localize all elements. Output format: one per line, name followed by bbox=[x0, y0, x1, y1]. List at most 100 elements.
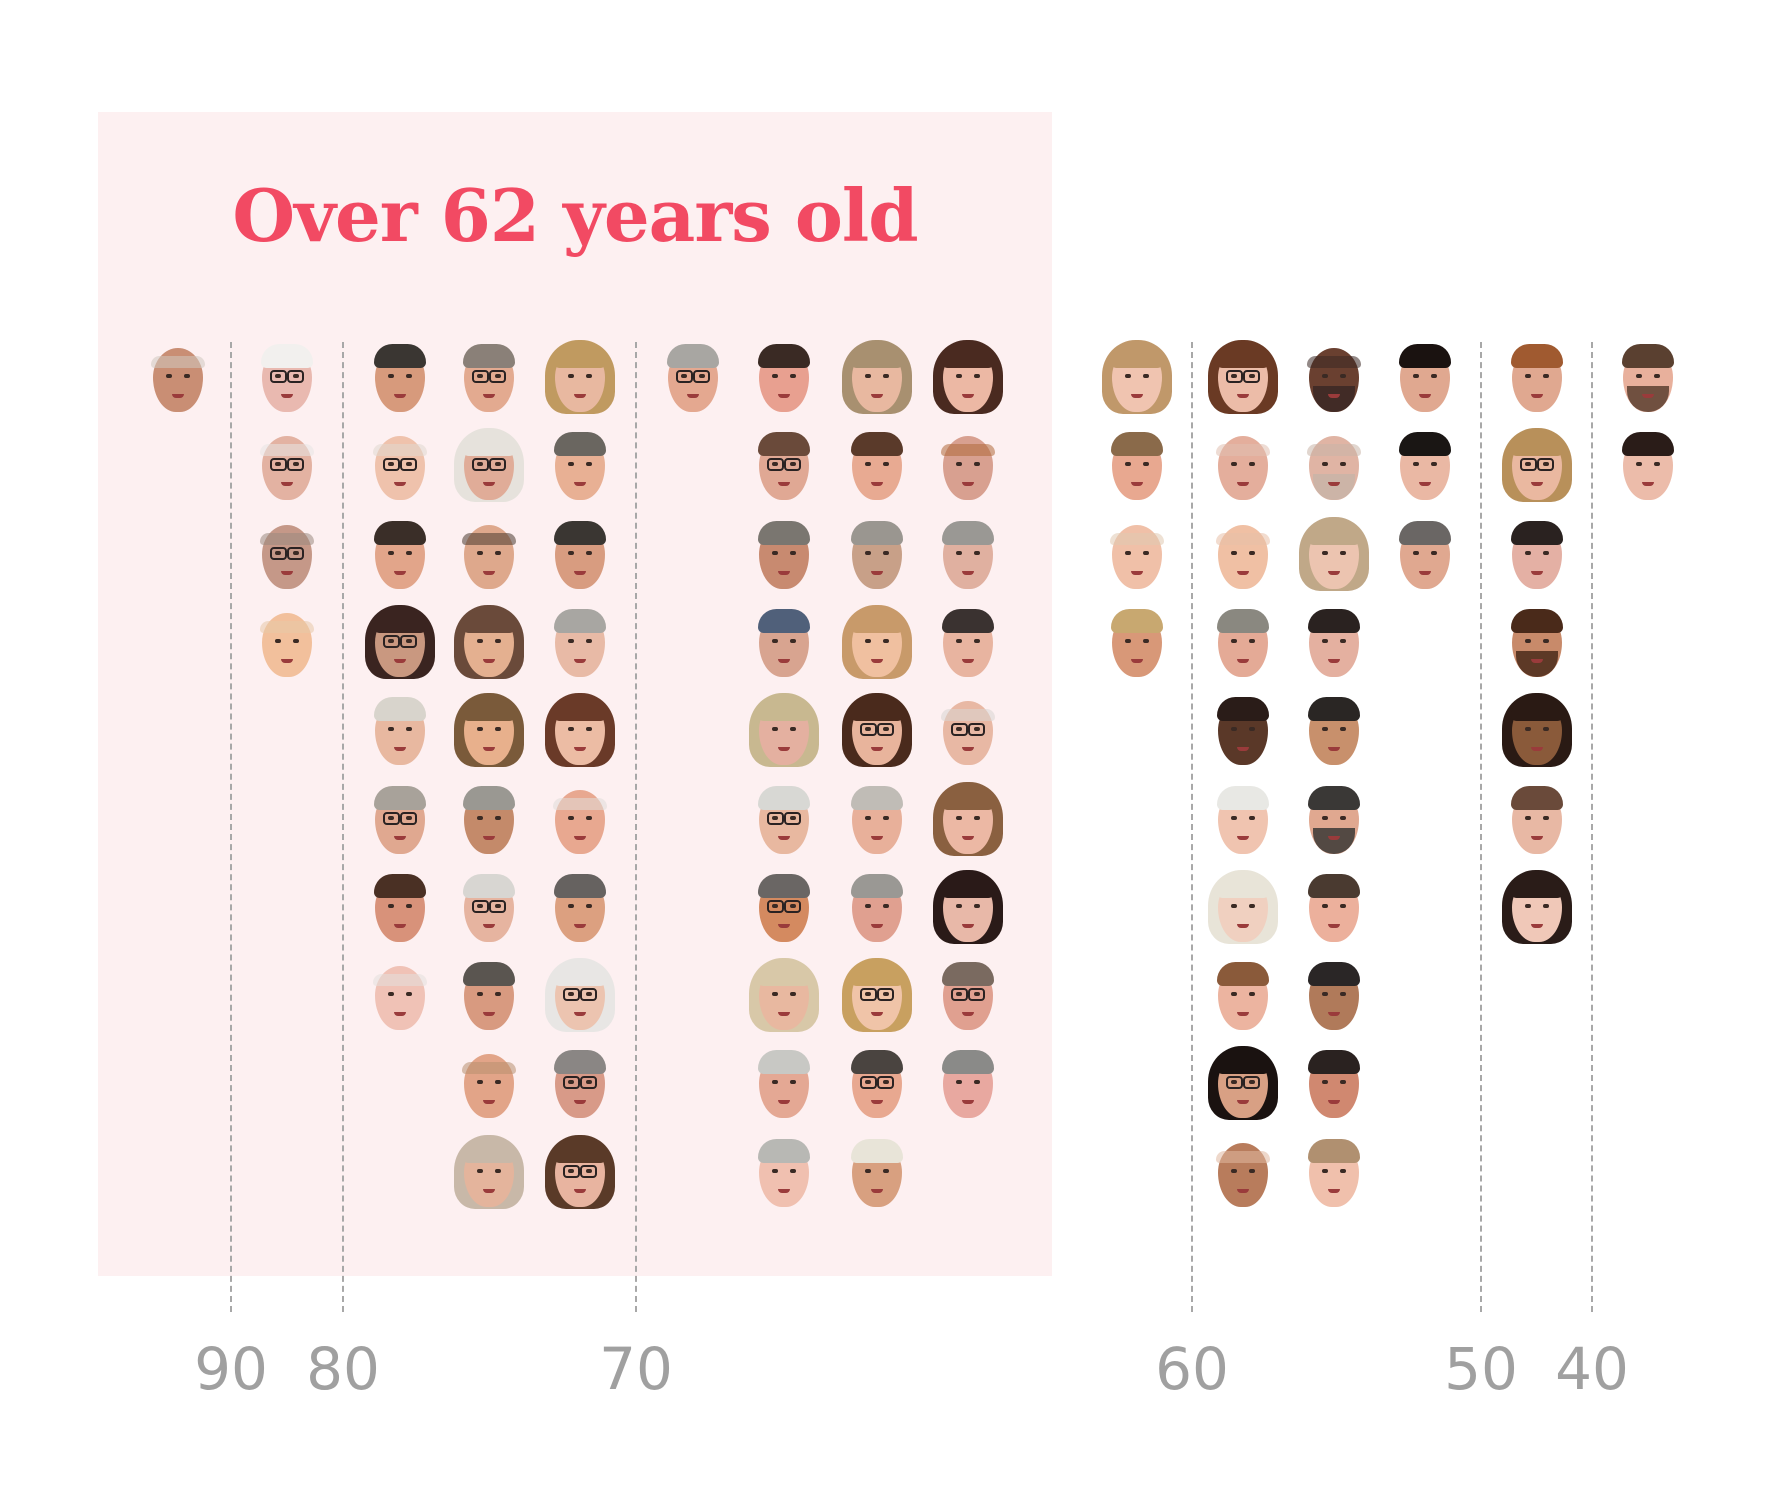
senator-face-icon bbox=[1208, 870, 1278, 944]
senator-face-icon bbox=[371, 960, 429, 1032]
senator-face-icon bbox=[848, 1137, 906, 1209]
senator-face-icon bbox=[933, 340, 1003, 414]
senator-face-icon bbox=[755, 519, 813, 591]
senator-face-icon bbox=[1508, 607, 1566, 679]
senator-face-icon bbox=[848, 872, 906, 944]
senator-face-icon bbox=[371, 872, 429, 944]
tick-label-60: 60 bbox=[1155, 1335, 1229, 1403]
senator-face-icon bbox=[1305, 1048, 1363, 1120]
senator-face-icon bbox=[1619, 430, 1677, 502]
senator-face-icon bbox=[454, 605, 524, 679]
senator-face-icon bbox=[848, 784, 906, 856]
senator-face-icon bbox=[848, 1048, 906, 1120]
senator-face-icon bbox=[460, 960, 518, 1032]
senator-face-icon bbox=[1305, 960, 1363, 1032]
senator-face-icon bbox=[1305, 342, 1363, 414]
senator-face-icon bbox=[454, 693, 524, 767]
senator-face-icon bbox=[1396, 430, 1454, 502]
senator-face-icon bbox=[842, 605, 912, 679]
senator-face-icon bbox=[939, 519, 997, 591]
gridline-70 bbox=[635, 342, 637, 1312]
senator-face-icon bbox=[551, 872, 609, 944]
senator-face-icon bbox=[460, 1048, 518, 1120]
tick-label-70: 70 bbox=[599, 1335, 673, 1403]
senator-face-icon bbox=[749, 693, 819, 767]
senator-face-icon bbox=[1305, 695, 1363, 767]
senator-face-icon bbox=[755, 872, 813, 944]
senator-face-icon bbox=[755, 342, 813, 414]
senator-face-icon bbox=[371, 519, 429, 591]
senator-face-icon bbox=[551, 607, 609, 679]
senator-face-icon bbox=[1305, 430, 1363, 502]
senator-face-icon bbox=[939, 695, 997, 767]
senator-face-icon bbox=[842, 693, 912, 767]
senator-face-icon bbox=[939, 430, 997, 502]
senator-face-icon bbox=[1299, 517, 1369, 591]
senator-face-icon bbox=[755, 607, 813, 679]
senator-face-icon bbox=[1108, 430, 1166, 502]
senator-face-icon bbox=[551, 430, 609, 502]
senator-face-icon bbox=[460, 342, 518, 414]
gridline-50 bbox=[1480, 342, 1482, 1312]
senator-face-icon bbox=[551, 519, 609, 591]
gridline-40 bbox=[1591, 342, 1593, 1312]
senator-face-icon bbox=[545, 693, 615, 767]
senator-face-icon bbox=[1305, 607, 1363, 679]
senator-face-icon bbox=[551, 784, 609, 856]
senator-face-icon bbox=[258, 430, 316, 502]
senator-face-icon bbox=[365, 605, 435, 679]
gridline-80 bbox=[342, 342, 344, 1312]
senator-face-icon bbox=[1214, 1137, 1272, 1209]
senator-face-icon bbox=[1108, 519, 1166, 591]
senator-face-icon bbox=[258, 607, 316, 679]
senator-face-icon bbox=[258, 519, 316, 591]
senator-face-icon bbox=[664, 342, 722, 414]
senator-face-icon bbox=[1508, 784, 1566, 856]
senator-face-icon bbox=[149, 342, 207, 414]
chart-title: Over 62 years old bbox=[232, 173, 918, 258]
senator-face-icon bbox=[371, 695, 429, 767]
senator-face-icon bbox=[545, 1135, 615, 1209]
senator-face-icon bbox=[1396, 342, 1454, 414]
senator-face-icon bbox=[371, 342, 429, 414]
senator-face-icon bbox=[755, 1048, 813, 1120]
senator-face-icon bbox=[1305, 1137, 1363, 1209]
senator-face-icon bbox=[460, 784, 518, 856]
senator-face-icon bbox=[1508, 342, 1566, 414]
senator-face-icon bbox=[1214, 695, 1272, 767]
senator-face-icon bbox=[933, 870, 1003, 944]
senator-face-icon bbox=[1108, 607, 1166, 679]
senator-face-icon bbox=[460, 872, 518, 944]
senator-face-icon bbox=[545, 958, 615, 1032]
senator-face-icon bbox=[551, 1048, 609, 1120]
senator-face-icon bbox=[1214, 784, 1272, 856]
senator-face-icon bbox=[848, 519, 906, 591]
senator-face-icon bbox=[755, 784, 813, 856]
senator-face-icon bbox=[1619, 342, 1677, 414]
senator-face-icon bbox=[755, 430, 813, 502]
senator-face-icon bbox=[1502, 428, 1572, 502]
senator-face-icon bbox=[1305, 872, 1363, 944]
tick-label-80: 80 bbox=[306, 1335, 380, 1403]
senator-face-icon bbox=[1214, 960, 1272, 1032]
senator-face-icon bbox=[1502, 693, 1572, 767]
senator-face-icon bbox=[371, 784, 429, 856]
senator-face-icon bbox=[460, 519, 518, 591]
senator-face-icon bbox=[749, 958, 819, 1032]
tick-label-40: 40 bbox=[1555, 1335, 1629, 1403]
senator-face-icon bbox=[1214, 519, 1272, 591]
senator-face-icon bbox=[454, 1135, 524, 1209]
senator-face-icon bbox=[1214, 430, 1272, 502]
senator-face-icon bbox=[848, 430, 906, 502]
senator-face-icon bbox=[939, 1048, 997, 1120]
senator-face-icon bbox=[1508, 519, 1566, 591]
senator-face-icon bbox=[454, 428, 524, 502]
senator-face-icon bbox=[258, 342, 316, 414]
tick-label-90: 90 bbox=[194, 1335, 268, 1403]
senator-face-icon bbox=[371, 430, 429, 502]
senator-face-icon bbox=[1208, 1046, 1278, 1120]
senator-face-icon bbox=[1102, 340, 1172, 414]
senator-face-icon bbox=[755, 1137, 813, 1209]
senator-face-icon bbox=[933, 782, 1003, 856]
